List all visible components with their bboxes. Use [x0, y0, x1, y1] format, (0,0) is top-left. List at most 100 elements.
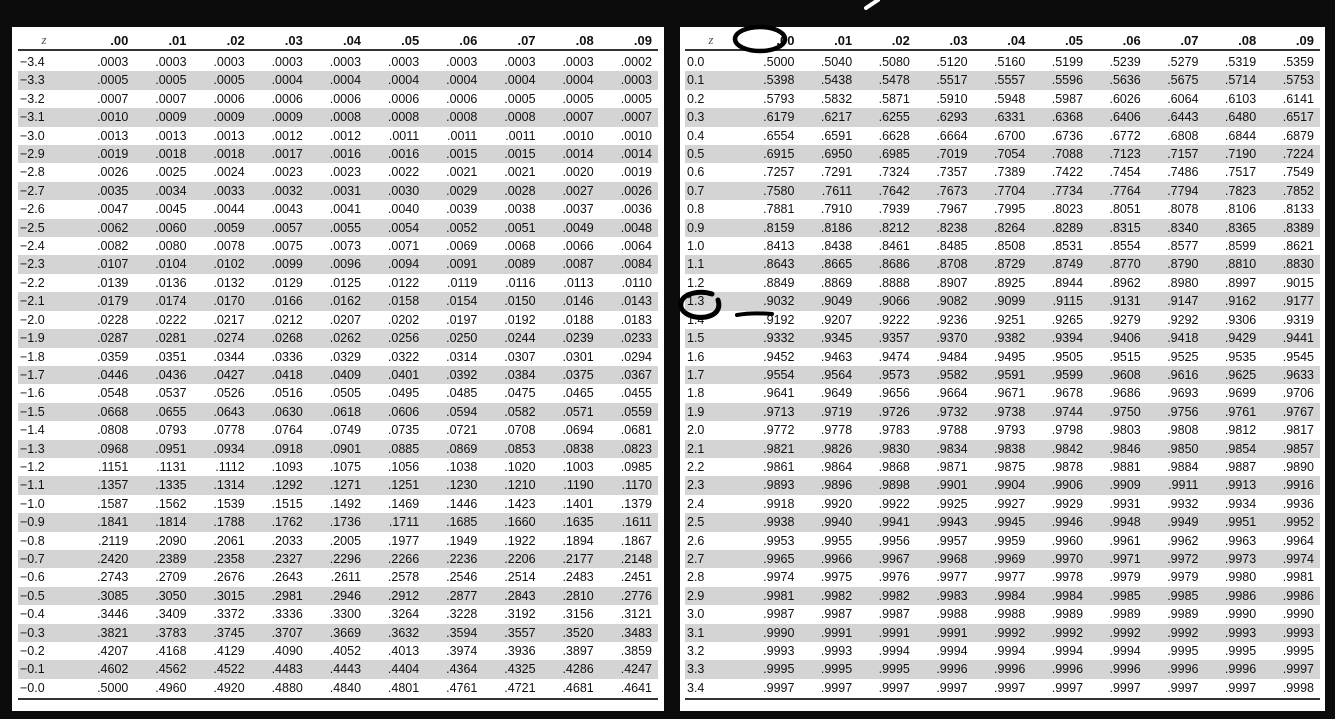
probability-cell: .0183 [620, 312, 652, 327]
probability-cell: .7157 [1146, 145, 1205, 164]
probability-cell: .9750 [1089, 402, 1147, 422]
probability-cell: .0033 [192, 181, 251, 201]
column-header: .00 [742, 31, 801, 51]
probability-cell: .7549 [1282, 165, 1314, 180]
probability-cell: .9985 [1089, 586, 1147, 606]
probability-cell: .9625 [1204, 365, 1263, 385]
probability-cell: .1292 [250, 476, 309, 495]
probability-cell: .5199 [1051, 55, 1084, 69]
probability-cell: .9984 [1031, 586, 1090, 606]
probability-cell: .1814 [134, 513, 193, 532]
probability-cell: .9495 [994, 349, 1026, 364]
probability-cell: .8315 [1089, 218, 1147, 238]
probability-cell: .0010 [76, 108, 135, 127]
probability-cell: .2033 [271, 533, 303, 548]
probability-cell: .0367 [599, 365, 658, 385]
probability-cell: .0075 [271, 239, 303, 254]
probability-cell: .0222 [155, 312, 187, 327]
probability-cell: .9963 [1224, 533, 1257, 548]
probability-cell: .9982 [858, 586, 916, 606]
probability-cell: .0008 [367, 108, 426, 127]
probability-cell: .0021 [446, 165, 478, 180]
probability-cell: .9997 [820, 680, 853, 695]
probability-cell: .1271 [308, 476, 368, 495]
probability-cell: .7224 [1262, 145, 1320, 164]
probability-cell: .0207 [329, 312, 362, 327]
probability-cell: .9997 [1224, 680, 1257, 695]
probability-cell: .0013 [97, 128, 129, 143]
z-value-cell: −1.3 [18, 439, 77, 458]
probability-cell: .0287 [76, 329, 135, 348]
table-row: 1.8 .9641 .9649 .9656 .9664 .9671 .9678 .9686 .9… [685, 384, 1320, 402]
probability-cell: .0004 [483, 71, 542, 90]
z-value-cell: 2.9 [685, 586, 743, 606]
table-row: −2.5.0062.0060.0059.0057.0055.0054.0052.… [18, 218, 658, 238]
probability-cell: .9222 [878, 312, 910, 327]
z-value-cell: 3.4 [687, 680, 705, 695]
probability-cell: .9998 [1282, 680, 1314, 695]
probability-cell: .9306 [1224, 312, 1257, 327]
probability-cell: .5517 [915, 71, 974, 90]
probability-cell: .0268 [250, 329, 309, 348]
probability-cell: .4247 [599, 660, 658, 679]
probability-cell: .1685 [425, 513, 484, 532]
probability-cell: .9767 [1262, 402, 1320, 422]
probability-cell: .9693 [1167, 386, 1199, 401]
probability-cell: .7764 [1089, 181, 1147, 201]
probability-cell: .4129 [213, 644, 245, 658]
table-row: 1.6 .9452 .9463 .9474 .9484 .9495 .9505 .9515 .9… [685, 348, 1320, 366]
table-row: −2.9.0019.0018.0018.0017.0016.0016.0015.… [18, 145, 658, 164]
column-header: .01 [134, 31, 193, 51]
table-row: −0.9.1841.1814.1788.1762.1736.1711.1685.… [18, 513, 658, 532]
z-value-cell: 2.8 [687, 570, 705, 585]
probability-cell: .9997 [1109, 680, 1141, 695]
probability-cell: .5910 [936, 91, 968, 106]
probability-cell: .9981 [742, 586, 801, 606]
probability-cell: .9599 [1031, 365, 1090, 385]
probability-cell: .9875 [994, 459, 1026, 474]
column-header: .07 [483, 31, 542, 51]
probability-cell: .3192 [504, 607, 536, 622]
probability-cell: .9115 [1031, 292, 1090, 311]
probability-cell: .9918 [763, 496, 795, 511]
column-header: .04 [973, 31, 1032, 51]
probability-cell: .0174 [134, 292, 193, 311]
probability-cell: .9995 [800, 660, 859, 679]
probability-cell: .8810 [1204, 255, 1263, 274]
probability-cell: .5319 [1224, 55, 1257, 69]
probability-cell: .9535 [1224, 349, 1257, 364]
probability-cell: .0143 [599, 292, 658, 311]
probability-cell: .6591 [820, 128, 853, 143]
probability-cell: .0010 [562, 128, 594, 143]
probability-cell: .4721 [504, 680, 536, 695]
probability-cell: .4840 [329, 680, 362, 695]
probability-cell: .0044 [213, 202, 245, 217]
table-row: −0.0 .5000 .4960 .4920 .4880 .4840 .4801 .4761.… [18, 679, 658, 697]
table-row: −3.3.0005.0005.0005.0004.0004.0004.0004.… [18, 71, 658, 90]
table-row: −0.4 .3446 .3409 .3372 .3336 .3300 .3264 .3228.… [18, 605, 658, 623]
probability-cell: .8621 [1282, 239, 1314, 254]
probability-cell: .0119 [447, 275, 478, 290]
probability-cell: .9949 [1146, 513, 1205, 532]
probability-cell: .0559 [599, 402, 658, 422]
probability-cell: .9783 [878, 423, 910, 438]
probability-cell: .9573 [858, 365, 916, 385]
table-row: −0.8 .2119 .2090 .2061 .2033 .2005 .1977 .1949.… [18, 532, 658, 550]
table-row: 2.7.9965.9966.9967.9968.9969.9970.9971.9… [685, 549, 1320, 569]
table-header-row: z .00.01.02.03.04.05.06.07.08.09 [18, 31, 658, 51]
table-row: −1.6 .0548 .0537 .0526 .0516 .0505 .0495 .0485.… [18, 384, 658, 402]
probability-cell: .8023 [1051, 202, 1084, 217]
probability-cell: .9162 [1204, 292, 1263, 311]
probability-cell: .9995 [858, 660, 916, 679]
probability-cell: .9131 [1089, 292, 1147, 311]
probability-cell: .2061 [213, 533, 245, 548]
probability-cell: .3336 [271, 607, 303, 622]
probability-cell: .0262 [308, 329, 368, 348]
probability-cell: .9207 [820, 312, 853, 327]
probability-cell: .0233 [599, 329, 658, 348]
probability-cell: .0594 [425, 402, 484, 422]
z-value-cell: −3.0 [20, 128, 45, 143]
table-header-row: z .00.01.02.03.04.05.06.07.08.09 [685, 31, 1320, 51]
probability-cell: .0010 [620, 128, 652, 143]
z-value-cell: 3.2 [687, 644, 705, 658]
